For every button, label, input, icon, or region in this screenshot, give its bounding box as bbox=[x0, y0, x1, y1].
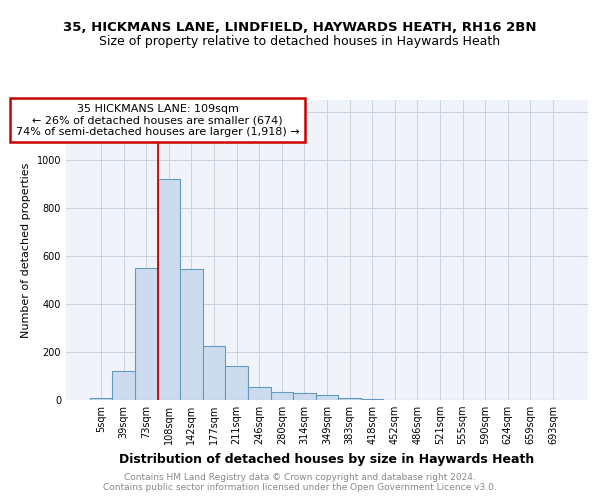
Bar bbox=[338, 398, 361, 400]
Bar bbox=[135, 268, 158, 400]
X-axis label: Distribution of detached houses by size in Haywards Heath: Distribution of detached houses by size … bbox=[119, 452, 535, 466]
Bar bbox=[180, 269, 203, 400]
Bar bbox=[158, 179, 180, 400]
Text: 35 HICKMANS LANE: 109sqm
← 26% of detached houses are smaller (674)
74% of semi-: 35 HICKMANS LANE: 109sqm ← 26% of detach… bbox=[16, 104, 299, 137]
Text: 35, HICKMANS LANE, LINDFIELD, HAYWARDS HEATH, RH16 2BN: 35, HICKMANS LANE, LINDFIELD, HAYWARDS H… bbox=[63, 21, 537, 34]
Text: Size of property relative to detached houses in Haywards Heath: Size of property relative to detached ho… bbox=[100, 34, 500, 48]
Bar bbox=[361, 399, 383, 400]
Bar bbox=[248, 387, 271, 400]
Y-axis label: Number of detached properties: Number of detached properties bbox=[21, 162, 31, 338]
Bar bbox=[316, 395, 338, 400]
Bar bbox=[271, 392, 293, 400]
Text: Contains HM Land Registry data © Crown copyright and database right 2024.
Contai: Contains HM Land Registry data © Crown c… bbox=[103, 473, 497, 492]
Bar bbox=[90, 398, 112, 400]
Bar bbox=[112, 371, 135, 400]
Bar bbox=[203, 346, 226, 400]
Bar bbox=[293, 393, 316, 400]
Bar bbox=[226, 366, 248, 400]
